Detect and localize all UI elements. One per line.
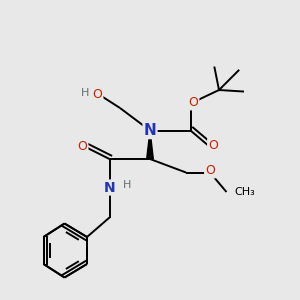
Text: H: H xyxy=(80,88,89,98)
Text: N: N xyxy=(104,181,115,194)
Text: O: O xyxy=(189,96,198,110)
Text: N: N xyxy=(144,123,156,138)
Text: O: O xyxy=(93,88,102,101)
Polygon shape xyxy=(147,130,153,159)
Text: O: O xyxy=(205,164,215,178)
Text: O: O xyxy=(78,140,87,154)
Text: H: H xyxy=(123,179,131,190)
Text: O: O xyxy=(208,139,218,152)
Text: CH₃: CH₃ xyxy=(234,187,255,197)
